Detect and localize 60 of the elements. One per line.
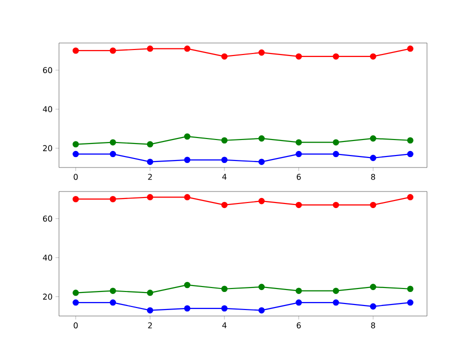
point [296, 150, 302, 158]
point [72, 47, 79, 54]
point [370, 135, 376, 142]
point [110, 196, 116, 202]
point [72, 299, 79, 306]
point [296, 288, 302, 294]
point [146, 307, 154, 314]
point [332, 150, 340, 158]
point [110, 288, 116, 294]
point [221, 137, 228, 144]
point [221, 202, 228, 208]
point [146, 158, 154, 165]
point [407, 194, 414, 200]
point [146, 46, 154, 52]
point [258, 135, 265, 142]
point [146, 194, 154, 200]
point [110, 299, 116, 306]
point [258, 307, 265, 314]
point [370, 53, 376, 60]
point [184, 282, 190, 288]
point [407, 299, 414, 306]
point [258, 49, 265, 56]
point [72, 196, 79, 202]
point [258, 284, 265, 290]
point [296, 53, 302, 60]
point [221, 156, 228, 164]
point [332, 139, 340, 146]
point [72, 290, 79, 296]
point [370, 284, 376, 290]
point [296, 139, 302, 146]
point [332, 288, 340, 294]
point [332, 53, 340, 60]
point [258, 198, 265, 204]
point [370, 202, 376, 208]
point [110, 47, 116, 54]
point [370, 154, 376, 162]
point [407, 46, 414, 52]
point [110, 150, 116, 158]
point [407, 150, 414, 158]
point [72, 141, 79, 148]
point [296, 299, 302, 306]
point [72, 150, 79, 158]
point [332, 299, 340, 306]
point [407, 137, 414, 144]
point [184, 133, 190, 140]
point [370, 303, 376, 310]
point [146, 141, 154, 148]
point [146, 290, 154, 296]
point [258, 158, 265, 165]
point [407, 286, 414, 292]
point [184, 46, 190, 52]
point [184, 194, 190, 200]
point [221, 305, 228, 312]
point [221, 53, 228, 60]
point [221, 286, 228, 292]
point [184, 156, 190, 164]
point [110, 139, 116, 146]
point [184, 305, 190, 312]
point [332, 202, 340, 208]
point [296, 202, 302, 208]
